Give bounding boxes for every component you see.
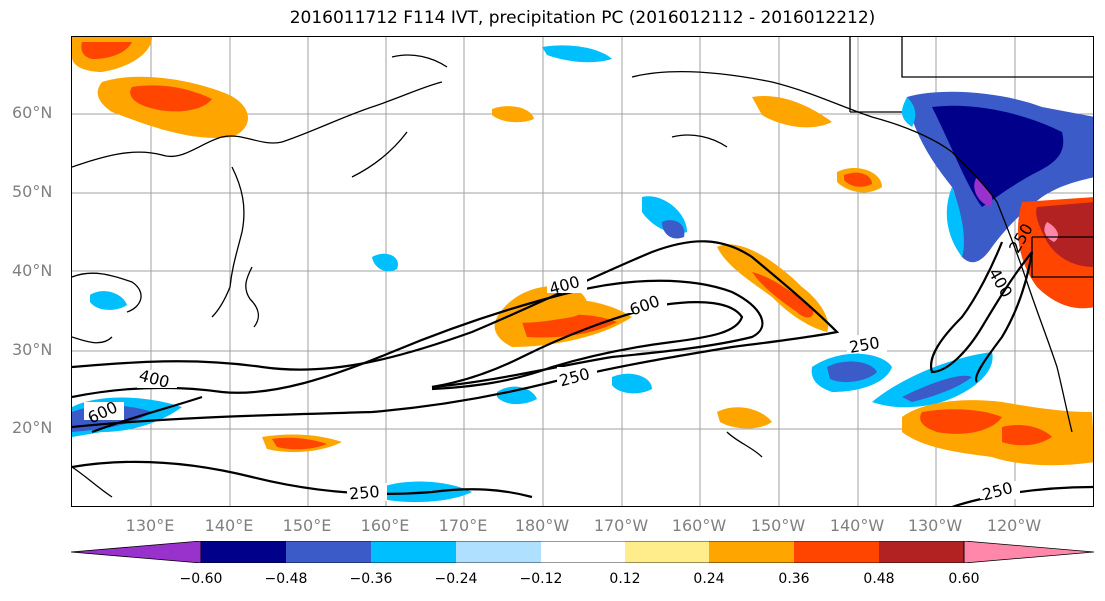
lon-label: 170°W (593, 516, 649, 535)
map-canvas: 400 600 400 600 250 250 250 250 250 400 (72, 37, 1093, 506)
contour-labels: 400 600 400 600 250 250 250 250 250 400 (84, 220, 1037, 504)
lon-label: 120°W (986, 516, 1042, 535)
ivt-contours (72, 240, 1093, 506)
colorbar-segment (456, 541, 541, 563)
colorbar-segment (371, 541, 456, 563)
colorbar-segment (71, 541, 202, 563)
precip-pc-shading (72, 37, 1093, 503)
lon-label: 140°W (829, 516, 885, 535)
lon-label: 160°W (671, 516, 727, 535)
lon-label: 150°W (750, 516, 806, 535)
map-panel: 400 600 400 600 250 250 250 250 250 400 (71, 36, 1094, 507)
lon-label: 160°E (360, 516, 410, 535)
colorbar-segment (794, 541, 879, 563)
colorbar-tick: −0.24 (434, 571, 478, 587)
coastlines (72, 37, 1093, 498)
colorbar-tick: −0.12 (519, 571, 563, 587)
contour-label: 250 (848, 333, 881, 357)
lon-label: 150°E (282, 516, 332, 535)
colorbar-segment (201, 541, 286, 563)
colorbar-segment (541, 541, 625, 563)
colorbar-tick: −0.48 (264, 571, 308, 587)
colorbar-tick: 0.36 (778, 571, 810, 587)
colorbar-segment (963, 541, 1094, 563)
colorbar-tick: −0.36 (349, 571, 393, 587)
lat-label-30n: 30°N (12, 340, 53, 359)
lon-label: 140°E (204, 516, 254, 535)
lon-label: 170°E (438, 516, 488, 535)
lon-label: 130°W (907, 516, 963, 535)
colorbar (71, 541, 1094, 563)
colorbar-segment (879, 541, 964, 563)
lon-label: 180°W (514, 516, 570, 535)
colorbar-segment (709, 541, 794, 563)
colorbar-segment (625, 541, 709, 563)
lat-label-60n: 60°N (12, 103, 53, 122)
colorbar-tick: 0.12 (609, 571, 641, 587)
lon-label: 130°E (125, 516, 175, 535)
colorbar-tick: 0.60 (948, 571, 980, 587)
contour-label: 250 (348, 482, 380, 504)
colorbar-tick: −0.60 (179, 571, 223, 587)
lat-label-40n: 40°N (12, 261, 53, 280)
colorbar-tick: 0.48 (863, 571, 895, 587)
map-title: 2016011712 F114 IVT, precipitation PC (2… (289, 8, 876, 28)
colorbar-tick: 0.24 (693, 571, 725, 587)
lat-label-20n: 20°N (12, 418, 53, 437)
lat-label-50n: 50°N (12, 182, 53, 201)
colorbar-segment (286, 541, 371, 563)
